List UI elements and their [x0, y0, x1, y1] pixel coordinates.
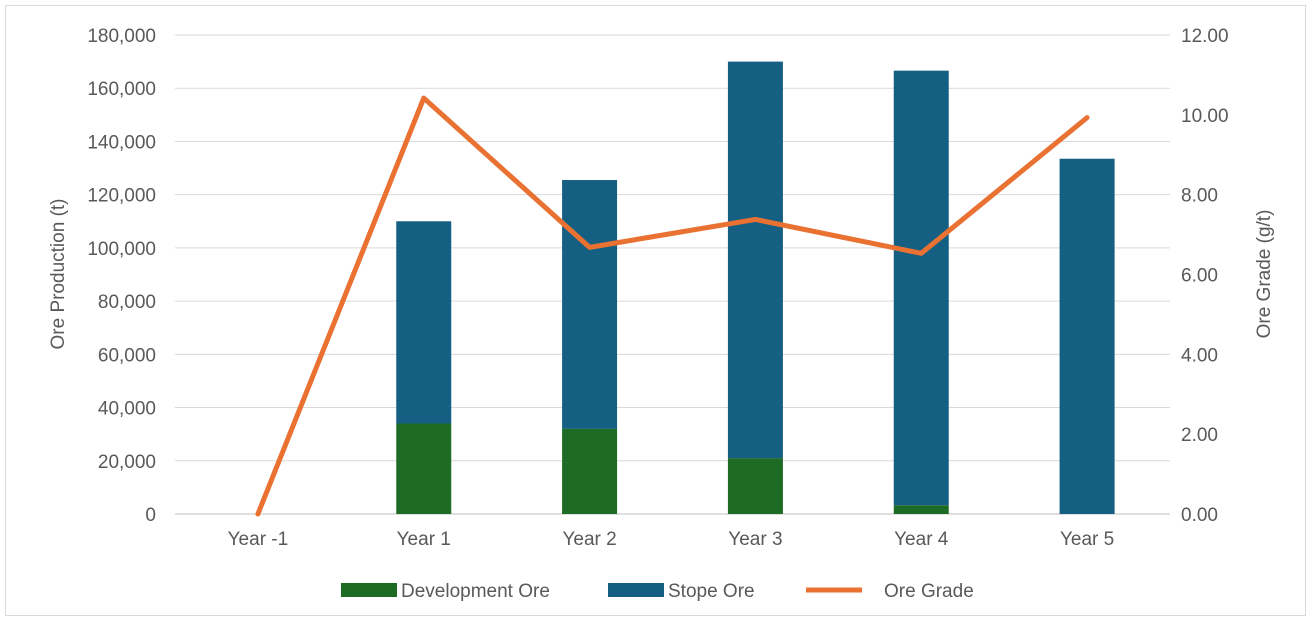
left-tick-label: 20,000 [98, 452, 156, 473]
left-tick-label: 40,000 [98, 399, 156, 420]
left-tick-label: 60,000 [98, 345, 156, 366]
legend-label-ore-grade: Ore Grade [884, 581, 974, 602]
left-axis-ticks: 0 20,000 40,000 60,000 80,000 100,000 120,000 1… [87, 26, 156, 526]
x-tick-label: Year 1 [397, 529, 451, 550]
gridlines [175, 34, 1170, 515]
legend: Development Ore Stope Ore Ore Grade [341, 581, 974, 602]
left-tick-label: 0 [145, 505, 156, 526]
stope-ore-bar [396, 221, 452, 424]
x-tick-label: Year 2 [562, 529, 616, 550]
legend-swatch-development-ore [341, 583, 397, 597]
left-tick-label: 100,000 [87, 239, 156, 260]
left-axis-title: Ore Production (t) [48, 199, 69, 350]
stope-ore-bar [1059, 158, 1115, 514]
stope-ore-bar [562, 180, 618, 429]
x-tick-label: Year 5 [1060, 529, 1114, 550]
x-tick-label: Year 3 [728, 529, 782, 550]
x-tick-label: Year 4 [894, 529, 949, 550]
right-tick-label: 2.00 [1181, 425, 1218, 446]
legend-swatch-stope-ore [608, 583, 664, 597]
development-ore-bar [562, 428, 618, 514]
development-ore-bar [396, 423, 452, 514]
legend-label-development-ore: Development Ore [401, 581, 550, 602]
right-tick-label: 4.00 [1181, 345, 1218, 366]
development-ore-bar [893, 505, 949, 514]
right-axis-title: Ore Grade (g/t) [1254, 210, 1275, 339]
right-axis-ticks: 0.00 2.00 4.00 6.00 8.00 10.00 12.00 [1181, 26, 1229, 526]
bars [396, 61, 1115, 514]
ore-grade-line [255, 95, 1090, 517]
right-tick-label: 6.00 [1181, 266, 1218, 287]
left-tick-label: 180,000 [87, 26, 156, 47]
ore-grade-line-group [255, 95, 1090, 517]
x-tick-label: Year -1 [228, 529, 289, 550]
legend-label-stope-ore: Stope Ore [668, 581, 755, 602]
right-tick-label: 12.00 [1181, 26, 1229, 47]
left-tick-label: 120,000 [87, 186, 156, 207]
x-axis-ticks: Year -1 Year 1 Year 2 Year 3 Year 4 Year 5 [228, 529, 1115, 550]
left-tick-label: 140,000 [87, 132, 156, 153]
stope-ore-bar [893, 70, 949, 506]
stope-ore-bar [727, 61, 783, 459]
right-tick-label: 10.00 [1181, 106, 1229, 127]
development-ore-bar [727, 458, 783, 514]
left-tick-label: 80,000 [98, 292, 156, 313]
left-tick-label: 160,000 [87, 79, 156, 100]
right-tick-label: 0.00 [1181, 505, 1218, 526]
right-tick-label: 8.00 [1181, 186, 1218, 207]
